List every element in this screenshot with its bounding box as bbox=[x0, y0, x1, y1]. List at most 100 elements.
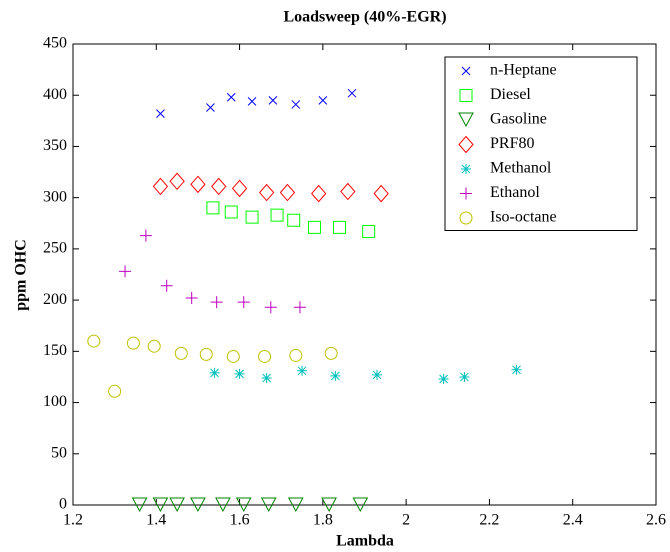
data-point bbox=[237, 296, 250, 309]
data-point bbox=[362, 224, 376, 238]
y-tick-label: 0 bbox=[59, 496, 67, 513]
data-point bbox=[231, 179, 248, 198]
data-point bbox=[224, 205, 238, 219]
legend-marker bbox=[461, 164, 471, 174]
data-point bbox=[261, 372, 272, 383]
data-point bbox=[206, 103, 215, 112]
data-point bbox=[190, 175, 206, 194]
y-tick-label: 350 bbox=[43, 137, 67, 154]
data-point bbox=[347, 88, 357, 98]
data-point bbox=[174, 346, 188, 360]
data-point bbox=[324, 346, 338, 360]
data-point bbox=[308, 220, 322, 234]
data-point bbox=[352, 497, 369, 513]
data-point bbox=[139, 229, 152, 242]
chart-title: Loadsweep (40%-EGR) bbox=[283, 9, 446, 26]
data-point bbox=[245, 210, 259, 224]
data-point bbox=[226, 349, 240, 363]
x-tick-label: 2.6 bbox=[646, 512, 666, 529]
x-tick-label: 1.8 bbox=[313, 512, 333, 529]
legend-label: Diesel bbox=[490, 86, 531, 103]
y-tick-label: 250 bbox=[43, 240, 67, 257]
data-point bbox=[268, 95, 278, 105]
data-point bbox=[264, 301, 277, 314]
data-point bbox=[330, 370, 341, 381]
data-point bbox=[311, 184, 327, 203]
data-point bbox=[270, 208, 284, 222]
x-tick-label: 1.2 bbox=[63, 512, 83, 529]
data-point bbox=[373, 184, 389, 203]
data-point bbox=[226, 92, 236, 102]
legend-marker bbox=[459, 211, 473, 225]
x-tick-label: 2.2 bbox=[479, 512, 499, 529]
data-point bbox=[287, 213, 301, 227]
data-point bbox=[211, 177, 227, 196]
data-point bbox=[215, 497, 231, 513]
y-tick-label: 100 bbox=[43, 393, 67, 410]
legend-box bbox=[444, 56, 638, 231]
legend-label: Ethanol bbox=[490, 184, 540, 201]
data-point bbox=[289, 348, 303, 362]
y-tick-label: 50 bbox=[51, 444, 67, 461]
data-point bbox=[160, 279, 173, 292]
data-point bbox=[152, 177, 169, 196]
data-point bbox=[87, 334, 101, 348]
y-tick-label: 450 bbox=[43, 35, 67, 52]
data-point bbox=[152, 497, 169, 513]
y-tick-label: 150 bbox=[43, 342, 67, 359]
x-tick-label: 2 bbox=[402, 512, 410, 529]
legend-marker bbox=[458, 135, 474, 154]
legend-marker bbox=[460, 187, 472, 200]
data-point bbox=[131, 497, 148, 513]
y-tick-label: 300 bbox=[43, 188, 67, 205]
x-tick-label: 2.4 bbox=[563, 512, 583, 529]
data-point bbox=[371, 369, 382, 380]
data-point bbox=[438, 373, 449, 384]
data-point bbox=[511, 364, 522, 375]
data-point bbox=[459, 371, 470, 382]
data-point bbox=[190, 497, 206, 513]
data-point bbox=[126, 336, 140, 350]
y-tick-label: 400 bbox=[43, 86, 67, 103]
x-tick-label: 1.6 bbox=[230, 512, 250, 529]
data-point bbox=[234, 368, 245, 379]
legend-label: Methanol bbox=[490, 160, 552, 177]
data-point bbox=[247, 97, 257, 106]
data-point bbox=[293, 301, 306, 314]
data-point bbox=[321, 497, 337, 513]
data-point bbox=[199, 347, 213, 361]
x-tick-label: 1.4 bbox=[146, 512, 166, 529]
data-point bbox=[147, 339, 161, 353]
data-point bbox=[260, 497, 277, 513]
data-point bbox=[210, 296, 223, 309]
legend-marker bbox=[461, 66, 471, 76]
data-point bbox=[258, 349, 272, 363]
legend-label: PRF80 bbox=[490, 135, 534, 152]
data-point bbox=[340, 182, 356, 201]
data-point bbox=[279, 183, 296, 202]
data-point bbox=[119, 265, 132, 278]
data-point bbox=[185, 292, 198, 305]
data-point bbox=[169, 497, 185, 513]
plot-frame bbox=[72, 43, 657, 506]
data-point bbox=[318, 95, 328, 105]
legend-label: Iso-octane bbox=[490, 209, 557, 226]
data-point bbox=[235, 497, 252, 513]
data-point bbox=[333, 220, 347, 234]
data-point bbox=[209, 367, 220, 378]
data-point bbox=[206, 201, 220, 215]
data-point bbox=[291, 100, 301, 109]
data-point bbox=[287, 497, 304, 513]
legend-marker bbox=[458, 112, 474, 128]
data-point bbox=[108, 384, 122, 398]
y-tick-label: 200 bbox=[43, 291, 67, 308]
data-point bbox=[169, 172, 185, 191]
y-axis-label: ppm OHC bbox=[13, 239, 30, 311]
data-point bbox=[156, 109, 165, 119]
data-point bbox=[258, 183, 275, 202]
legend-marker bbox=[459, 89, 473, 102]
x-axis-label: Lambda bbox=[336, 533, 394, 550]
legend-label: n-Heptane bbox=[490, 62, 557, 79]
legend-label: Gasoline bbox=[490, 111, 547, 128]
